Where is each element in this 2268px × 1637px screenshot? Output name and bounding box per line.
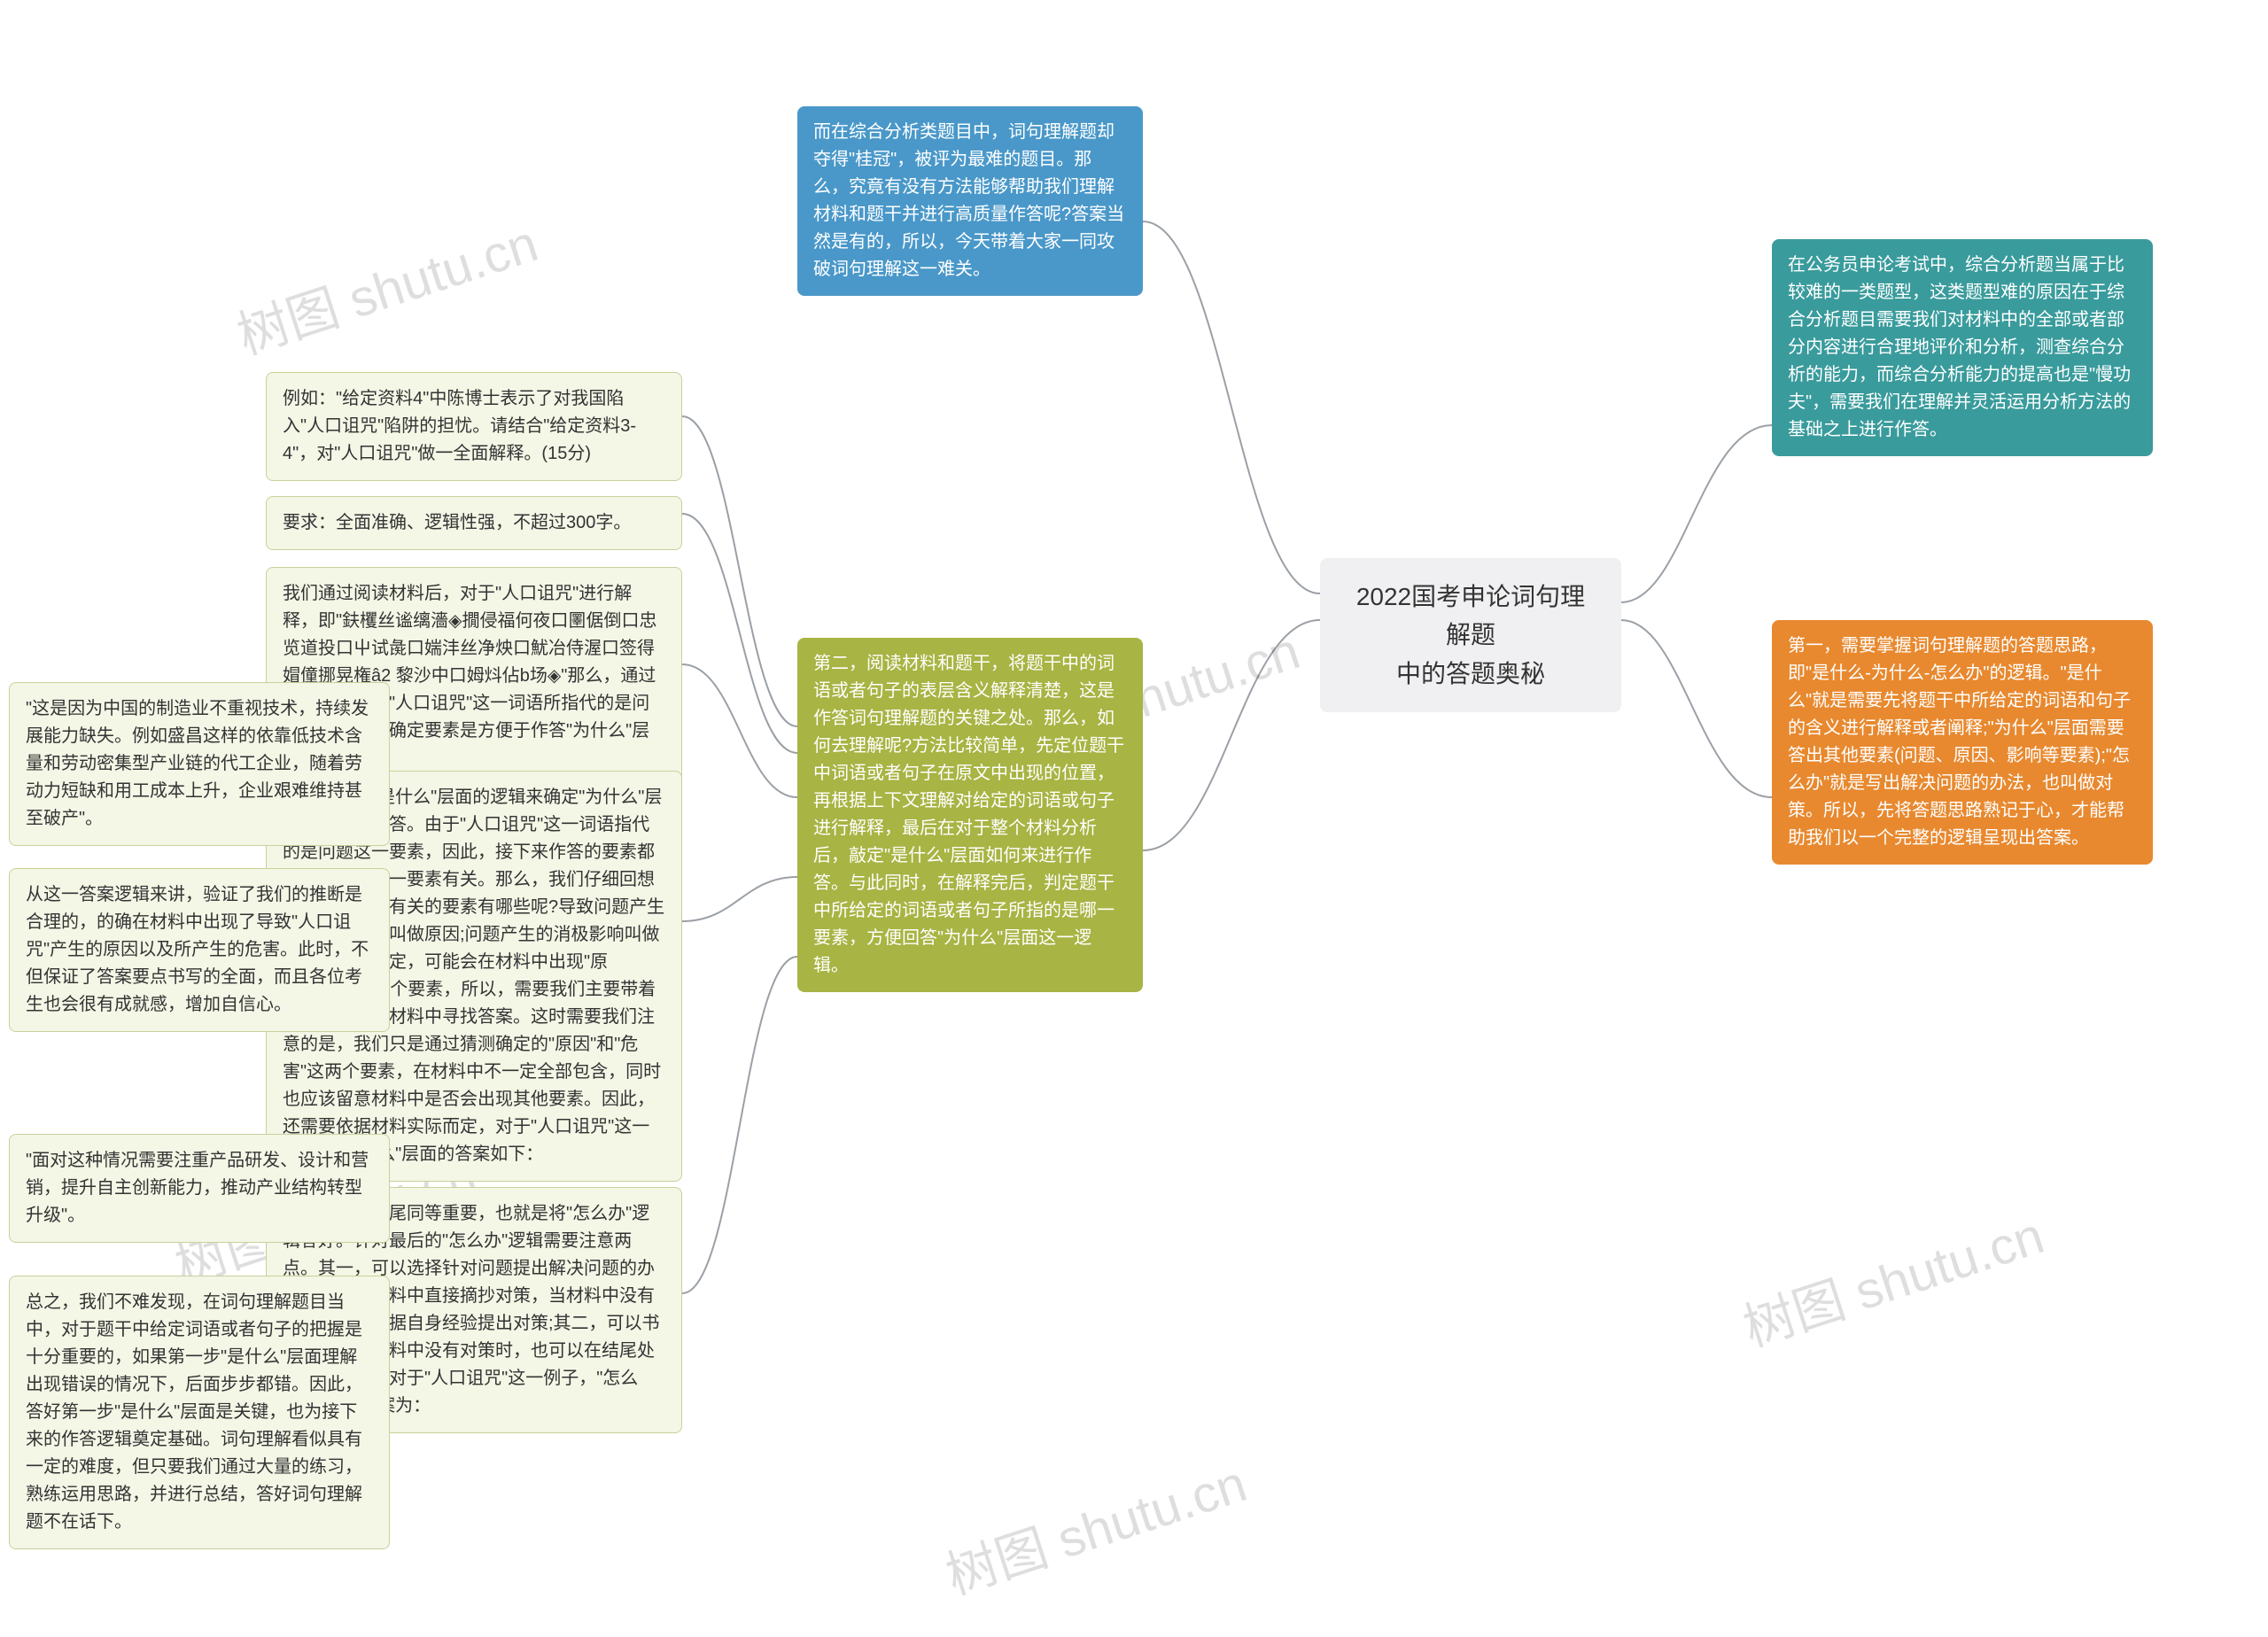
branch-blue: 而在综合分析类题目中，词句理解题却夺得"桂冠"，被评为最难的题目。那么，究竟有没…	[797, 106, 1143, 296]
branch-teal: 在公务员申论考试中，综合分析题当属于比较难的一类题型，这类题型难的原因在于综合分…	[1772, 239, 2153, 456]
branch-orange: 第一，需要掌握词句理解题的答题思路，即"是什么-为什么-怎么办"的逻辑。"是什么…	[1772, 620, 2153, 865]
leaf-d4: 总之，我们不难发现，在词句理解题目当中，对于题干中给定词语或者句子的把握是十分重…	[9, 1276, 390, 1549]
root-title-line2: 中的答题奥秘	[1345, 655, 1596, 693]
root-node: 2022国考申论词句理解题 中的答题奥秘	[1320, 558, 1621, 712]
leaf-d2: 从这一答案逻辑来讲，验证了我们的推断是合理的，的确在材料中出现了导致"人口诅咒"…	[9, 868, 390, 1032]
leaf-c1: 例如："给定资料4"中陈博士表示了对我国陷入"人口诅咒"陷阱的担忧。请结合"给定…	[266, 372, 682, 481]
watermark: 树图 shutu.cn	[227, 202, 546, 369]
leaf-d3: "面对这种情况需要注重产品研发、设计和营销，提升自主创新能力，推动产业结构转型升…	[9, 1134, 390, 1243]
leaf-d1: "这是因为中国的制造业不重视技术，持续发展能力缺失。例如盛昌这样的依靠低技术含量…	[9, 682, 390, 846]
watermark: 树图 shutu.cn	[936, 1442, 1254, 1609]
branch-olive: 第二，阅读材料和题干，将题干中的词语或者句子的表层含义解释清楚，这是作答词句理解…	[797, 638, 1143, 992]
root-title-line1: 2022国考申论词句理解题	[1345, 578, 1596, 655]
watermark: 树图 shutu.cn	[1733, 1194, 2052, 1361]
leaf-c2: 要求：全面准确、逻辑性强，不超过300字。	[266, 496, 682, 550]
